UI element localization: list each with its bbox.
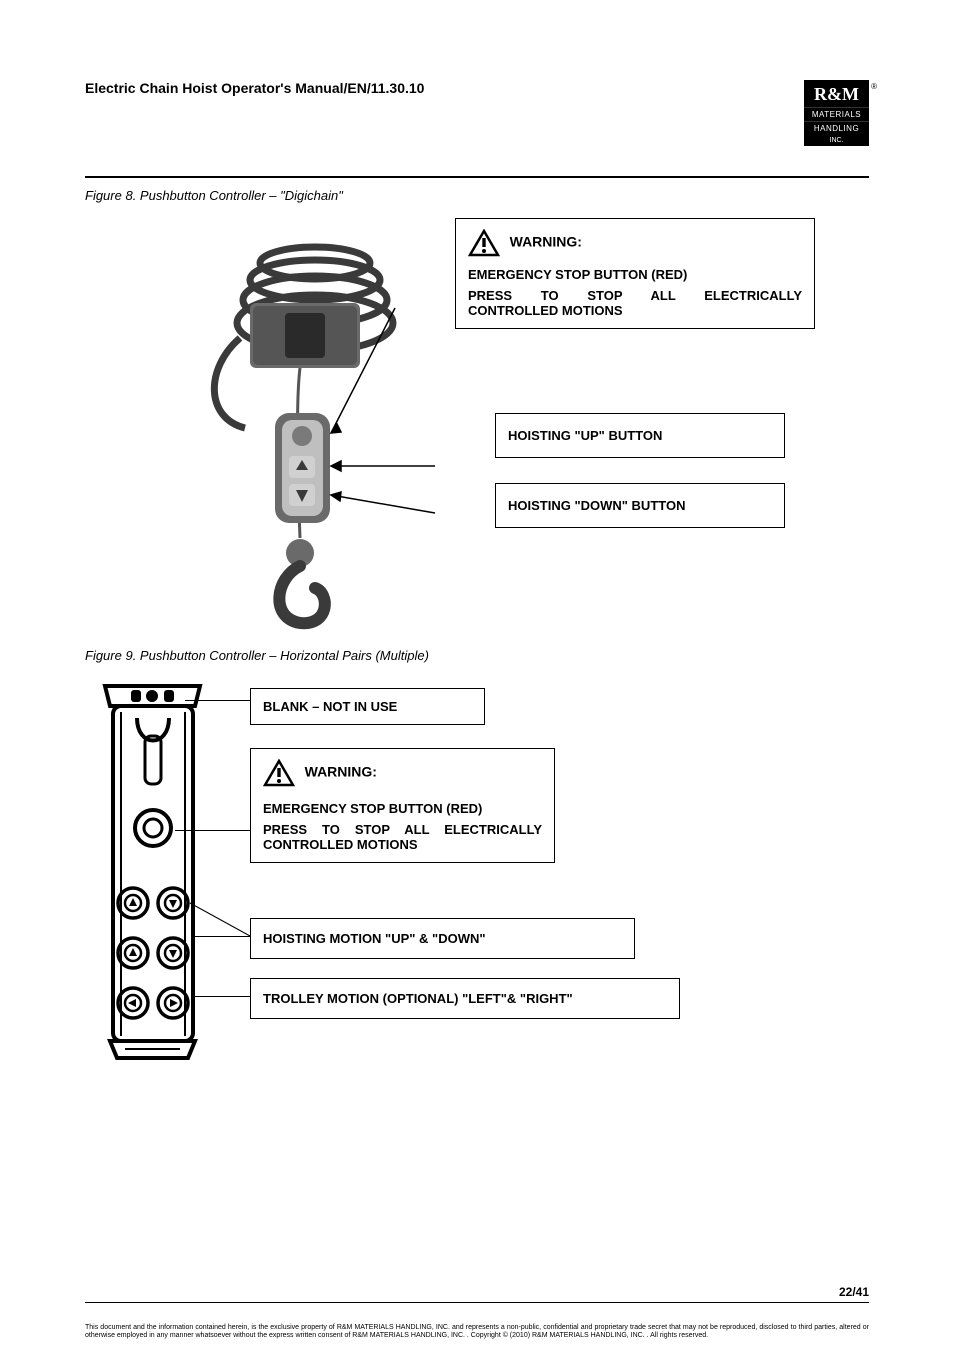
logo-line2: HANDLING <box>804 121 869 135</box>
logo-line3: INC. <box>804 135 869 146</box>
emstop2-line1: EMERGENCY STOP BUTTON (RED) <box>263 801 542 816</box>
page-number: 22/41 <box>839 1285 869 1299</box>
hoist-illustration <box>145 208 465 638</box>
warning-icon <box>468 229 500 257</box>
leader-line <box>185 700 251 701</box>
logo-line1: MATERIALS <box>804 107 869 121</box>
emstop-line2: PRESS TO STOP ALL ELECTRICALLY <box>468 288 802 303</box>
warning-label-2: WARNING: <box>305 763 377 779</box>
hoist-motion-callout: HOISTING MOTION "UP" & "DOWN" <box>250 918 635 959</box>
down-button-callout: HOISTING "DOWN" BUTTON <box>495 483 785 528</box>
header-rule <box>85 176 869 178</box>
blank-callout: BLANK – NOT IN USE <box>250 688 485 725</box>
warning-icon <box>263 759 295 787</box>
figure-8: WARNING: EMERGENCY STOP BUTTON (RED) PRE… <box>85 218 869 638</box>
leader-line <box>195 996 251 997</box>
leader-line <box>175 830 251 831</box>
footer-rule <box>85 1302 869 1303</box>
figure-8-caption: Figure 8. Pushbutton Controller – "Digic… <box>85 188 869 203</box>
warning-callout-2: WARNING: EMERGENCY STOP BUTTON (RED) PRE… <box>250 748 555 863</box>
emstop2-line3: CONTROLLED MOTIONS <box>263 837 542 852</box>
emstop2-line2: PRESS TO STOP ALL ELECTRICALLY <box>263 822 542 837</box>
registered-icon: ® <box>871 82 877 91</box>
company-logo: R&M ® MATERIALS HANDLING INC. <box>804 80 869 146</box>
doc-title: Electric Chain Hoist Operator's Manual/E… <box>85 80 424 96</box>
pendant-illustration <box>85 678 220 1078</box>
warning-label: WARNING: <box>510 233 582 249</box>
emstop-line3: CONTROLLED MOTIONS <box>468 303 802 318</box>
leader-diag <box>185 898 255 940</box>
trolley-motion-callout: TROLLEY MOTION (OPTIONAL) "LEFT"& "RIGHT… <box>250 978 680 1019</box>
figure-9-caption: Figure 9. Pushbutton Controller – Horizo… <box>85 648 869 663</box>
up-button-callout: HOISTING "UP" BUTTON <box>495 413 785 458</box>
figure-9: BLANK – NOT IN USE WARNING: EMERGENCY ST… <box>85 678 869 1098</box>
footer-disclaimer: This document and the information contai… <box>85 1324 869 1342</box>
warning-callout: WARNING: EMERGENCY STOP BUTTON (RED) PRE… <box>455 218 815 329</box>
emstop-line1: EMERGENCY STOP BUTTON (RED) <box>468 267 802 282</box>
logo-top: R&M <box>804 80 869 107</box>
